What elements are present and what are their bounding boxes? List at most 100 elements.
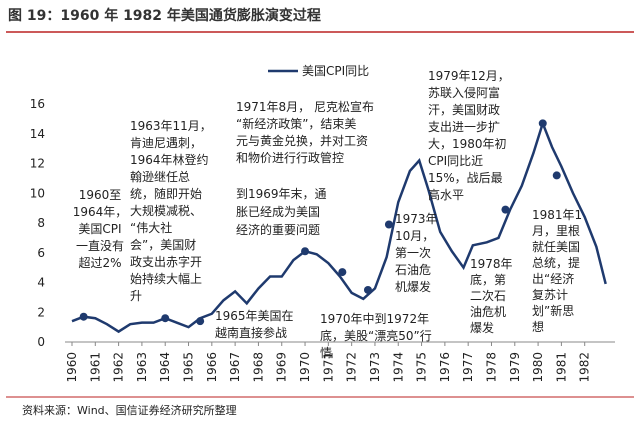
annotation: 石油危 — [395, 263, 431, 277]
marker — [538, 119, 547, 128]
annotation: 1973年 — [395, 212, 438, 226]
annotation: 一直没有 — [76, 238, 124, 253]
x-tick-label: 1965 — [182, 352, 196, 383]
y-tick-label: 0 — [37, 335, 45, 349]
x-tick-label: 1977 — [461, 352, 475, 383]
annotation: 想 — [532, 319, 544, 334]
annotation: 1963年11月， — [130, 119, 212, 133]
marker — [501, 205, 510, 214]
annotation: 1971年8月， 尼克松宣布 — [236, 99, 374, 114]
annotation: 就任美国 — [532, 240, 580, 254]
y-tick-label: 16 — [30, 97, 45, 111]
marker — [338, 268, 347, 277]
annotation: 二次石 — [470, 289, 506, 303]
annotation: 胀已经成为美国 — [236, 205, 320, 219]
x-tick-label: 1966 — [205, 352, 219, 383]
x-tick-label: 1976 — [438, 352, 452, 383]
annotation: 元与黄金兑换，并对工资 — [236, 133, 368, 148]
annotation: 会”，美国财 — [130, 238, 196, 252]
x-tick-label: 1975 — [415, 352, 429, 383]
annotation: CPI同比近 — [428, 154, 483, 168]
x-tick-label: 1969 — [275, 352, 289, 383]
annotation: “新经济政策”，结束美 — [236, 116, 356, 131]
annotation: 大规模减税、 — [130, 203, 202, 218]
annotation: 15%，战后最 — [428, 171, 503, 185]
annotation: 情 — [320, 346, 332, 360]
annotation: 大，1980年初 — [428, 137, 507, 151]
annotation: 划”新思 — [532, 303, 574, 318]
marker — [161, 314, 170, 323]
marker — [196, 317, 205, 326]
annotation: 升 — [130, 289, 142, 303]
x-tick-label: 1980 — [531, 352, 545, 383]
chart-title: 图 19：1960 年 1982 年美国通货膨胀演变过程 — [8, 7, 321, 24]
y-tick-label: 8 — [37, 216, 45, 230]
annotation: 1970年中到1972年 — [320, 311, 429, 326]
annotation: 肯迪尼遇刺， — [130, 136, 202, 150]
x-tick-label: 1964 — [158, 352, 172, 383]
annotation: 底，第 — [470, 272, 506, 287]
x-tick-label: 1967 — [228, 352, 242, 383]
marker — [552, 171, 561, 180]
annotation: 1960至 — [79, 188, 122, 202]
x-tick-label: 1973 — [368, 352, 382, 383]
annotation: 复苏计 — [532, 288, 568, 302]
x-tick-label: 1982 — [578, 352, 592, 383]
annotation: 油危机 — [470, 305, 506, 319]
x-tick-label: 1979 — [508, 352, 522, 383]
annotation: 始持续大幅上 — [130, 271, 202, 286]
annotation: 月，里根 — [532, 224, 580, 238]
annotation: 爆发 — [470, 320, 494, 335]
marker — [79, 312, 88, 321]
y-tick-label: 6 — [37, 246, 45, 260]
y-tick-label: 14 — [30, 127, 45, 141]
annotation: 统，随即开始 — [130, 186, 202, 201]
annotation: 第一次 — [395, 246, 431, 260]
annotation: 1964年林登约 — [130, 152, 209, 167]
annotation: 汗，美国财政 — [428, 103, 500, 117]
annotation: 经济的重要问题 — [236, 222, 320, 237]
annotation: 总统，提 — [532, 255, 580, 270]
x-tick-label: 1960 — [65, 352, 79, 383]
annotation: “伟大社 — [130, 220, 172, 235]
annotation: 出“经济 — [532, 271, 574, 286]
annotation: 1979年12月， — [428, 69, 510, 83]
annotation: 和物价进行行政管控 — [236, 150, 344, 165]
x-tick-label: 1972 — [345, 352, 359, 383]
annotation: 美国CPI — [78, 222, 121, 236]
x-tick-label: 1962 — [112, 352, 126, 383]
x-tick-label: 1981 — [554, 352, 568, 383]
x-tick-label: 1971 — [321, 352, 335, 383]
y-tick-label: 12 — [30, 157, 45, 171]
annotation: 1978年 — [470, 257, 513, 271]
annotation: 翰逊继任总 — [130, 169, 190, 184]
annotation: 支出进一步扩 — [428, 120, 500, 134]
marker — [384, 220, 393, 229]
y-tick-label: 2 — [37, 305, 45, 319]
x-tick-label: 1978 — [484, 352, 498, 383]
y-tick-label: 10 — [30, 186, 45, 200]
annotation: 到1969年末，通 — [236, 187, 327, 201]
x-tick-label: 1974 — [391, 352, 405, 383]
x-tick-label: 1970 — [298, 352, 312, 383]
y-tick-label: 4 — [37, 276, 45, 290]
annotation: 越南直接参战 — [215, 325, 287, 340]
annotation: 政支出赤字开 — [130, 254, 202, 269]
annotation: 底，美股“漂亮50”行 — [320, 328, 432, 343]
annotation: 1965年美国在 — [215, 309, 294, 323]
x-tick-label: 1963 — [135, 352, 149, 383]
annotation: 1981年1 — [532, 208, 582, 222]
marker — [363, 285, 372, 294]
annotation: 超过2% — [78, 255, 121, 270]
annotation: 苏联入侵阿富 — [428, 85, 500, 100]
x-tick-label: 1961 — [88, 352, 102, 383]
annotation: 高水平 — [428, 187, 464, 202]
marker — [301, 247, 310, 256]
annotation: 机爆发 — [395, 279, 431, 294]
annotation: 10月， — [395, 229, 434, 243]
x-tick-label: 1968 — [251, 352, 265, 383]
annotation: 1964年， — [73, 205, 128, 219]
source: 资料来源：Wind、国信证券经济研究所整理 — [22, 403, 237, 417]
legend-label: 美国CPI同比 — [302, 64, 369, 78]
